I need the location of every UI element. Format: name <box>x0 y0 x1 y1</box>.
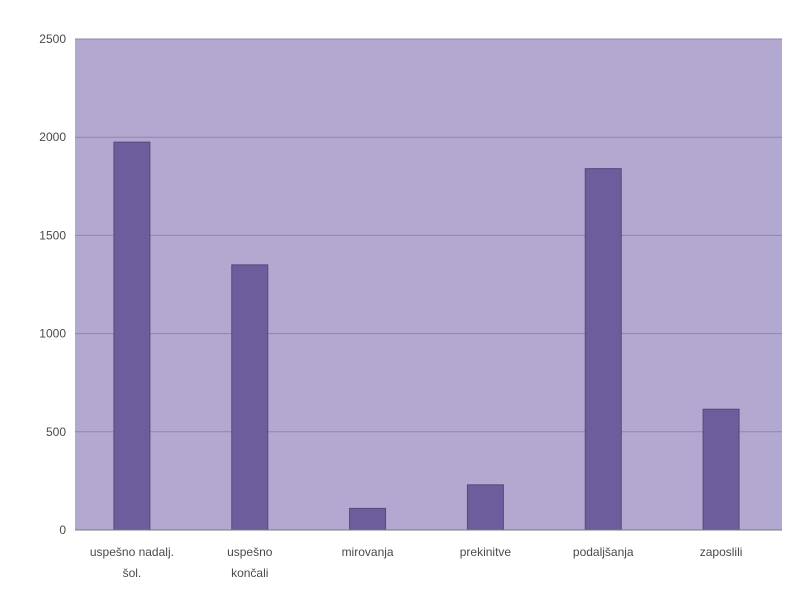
x-tick-label-line: mirovanja <box>342 545 394 559</box>
bar-4 <box>466 484 504 531</box>
plot-area <box>75 39 782 530</box>
x-tick-label-line: uspešno nadalj. <box>90 545 174 559</box>
x-tick-label-line: šol. <box>123 566 142 580</box>
y-tick-label: 0 <box>59 523 66 537</box>
bar-2 <box>231 264 269 531</box>
bar-3 <box>349 507 387 531</box>
x-tick-label-line: končali <box>231 566 268 580</box>
bar-5 <box>584 168 622 531</box>
y-tick-label: 2000 <box>39 130 66 144</box>
x-tick-label-line: uspešno <box>227 545 273 559</box>
x-tick-label: uspešno končali <box>227 545 273 580</box>
y-tick-label: 500 <box>46 425 66 439</box>
x-tick-label: mirovanja <box>342 545 394 559</box>
y-axis-ticks: 0 500 1000 1500 2000 2500 <box>39 32 66 537</box>
bar-6 <box>702 408 740 531</box>
x-tick-label: prekinitve <box>460 545 512 559</box>
x-tick-label-line: prekinitve <box>460 545 512 559</box>
x-axis-ticks: uspešno nadalj. šol. uspešno končali mirovan… <box>90 545 743 580</box>
x-tick-label: uspešno nadalj. šol. <box>90 545 174 580</box>
x-tick-label: podaljšanja <box>573 545 634 559</box>
x-tick-label-line: podaljšanja <box>573 545 634 559</box>
y-tick-label: 2500 <box>39 32 66 46</box>
y-tick-label: 1000 <box>39 327 66 341</box>
y-tick-label: 1500 <box>39 228 66 242</box>
gridlines <box>75 38 782 433</box>
x-tick-label-line: zaposlili <box>700 545 743 559</box>
bars <box>113 141 740 531</box>
bar-1 <box>113 141 151 531</box>
x-tick-label: zaposlili <box>700 545 743 559</box>
